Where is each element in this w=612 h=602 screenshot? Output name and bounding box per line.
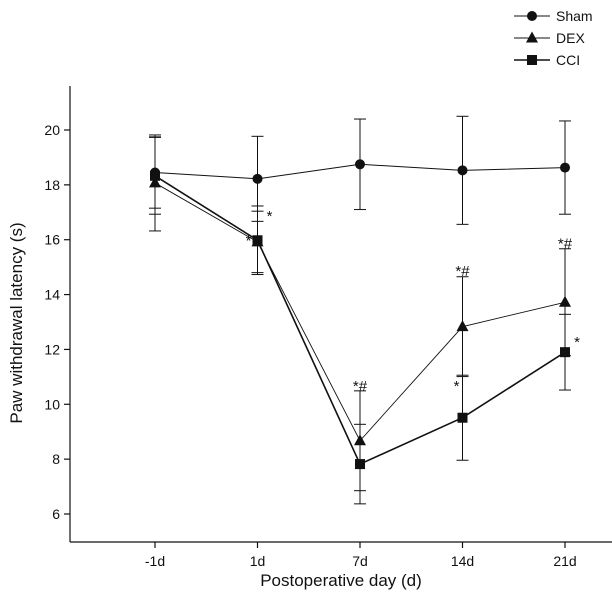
axes: 6 8 10 12 14 16 18 20 -1d 1d 7d 14d 21d [44,86,612,569]
x-tick-label: -1d [145,553,165,569]
legend-cci-label: CCI [556,52,580,68]
y-tick-label: 18 [44,177,60,193]
y-tick-label: 16 [44,232,60,248]
sham-point [252,173,263,184]
y-tick-label: 6 [52,506,60,522]
x-tick-label: 7d [352,553,368,569]
x-tick-label: 1d [250,553,266,569]
significance-label: *# [558,235,573,252]
legend-cci-marker [527,55,537,65]
sham-point [457,165,468,176]
legend-dex-label: DEX [556,30,585,46]
annotations: * * *# *# * *# * [246,208,581,395]
cci-point [252,235,263,246]
y-axis-title: Paw withdrawal latency (s) [7,222,26,423]
cci-point [355,459,365,470]
y-tick-label: 10 [44,396,60,412]
significance-label: * [574,334,580,351]
legend-sham-label: Sham [556,8,593,24]
legend: Sham DEX CCI [514,8,593,68]
significance-label: *# [353,378,368,395]
cci-point [457,412,468,423]
y-tick-label: 12 [44,341,60,357]
y-tick-label: 14 [44,287,60,303]
y-tick-label: 8 [52,451,60,467]
legend-dex-marker [526,31,538,43]
cci-point [560,347,570,358]
sham-point [560,162,570,173]
x-axis-title: Postoperative day (d) [260,571,422,590]
x-tick-label: 14d [451,553,474,569]
series-markers [149,159,571,470]
significance-label: * [454,378,460,395]
error-bars [149,115,571,505]
y-tick-label: 20 [44,122,60,138]
significance-label: * [267,208,273,225]
sham-point [355,159,365,170]
significance-label: *# [455,263,470,280]
cci-point [150,170,160,181]
dex-point [354,434,366,446]
x-tick-label: 21d [553,553,576,569]
significance-label: * [246,233,252,250]
dex-point [456,320,469,332]
dex-point [149,176,161,188]
dex-point [559,295,571,307]
legend-sham-marker [527,11,537,21]
